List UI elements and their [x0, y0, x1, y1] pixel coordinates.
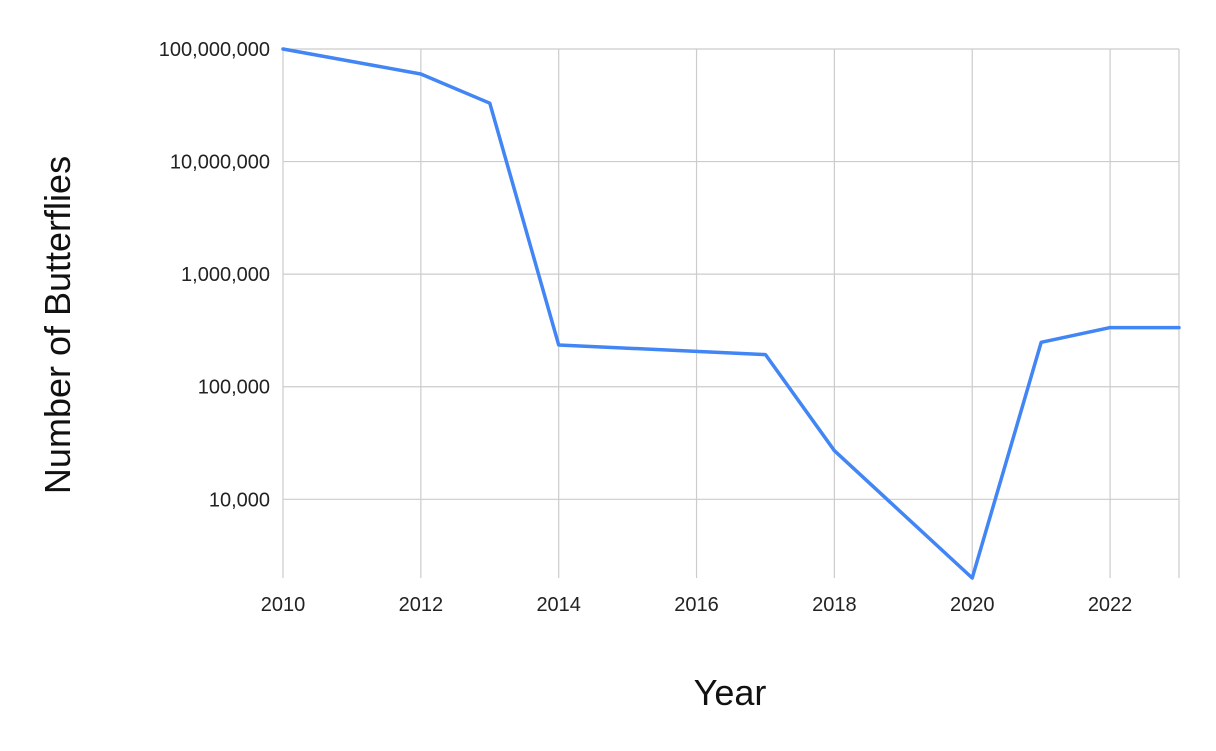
x-axis-title: Year	[694, 672, 767, 713]
series-line	[281, 47, 1181, 580]
x-tick-label: 2018	[812, 594, 857, 616]
x-tick-label: 2020	[950, 594, 995, 616]
series-layer	[281, 47, 1181, 580]
x-tick-label: 2012	[399, 594, 444, 616]
gridlines	[282, 48, 1180, 578]
x-tick-label: 2010	[261, 594, 306, 616]
y-axis-title: Number of Butterflies	[37, 156, 78, 494]
x-tick-label: 2014	[536, 594, 581, 616]
y-tick-label: 10,000	[209, 489, 270, 511]
x-tick-label: 2016	[674, 594, 719, 616]
y-tick-label: 1,000,000	[181, 264, 270, 286]
y-tick-label: 100,000,000	[159, 39, 270, 61]
tick-labels: 2010 2012 2014 2016 2018 2020 2022 10,000 100,00…	[159, 39, 1133, 616]
x-tick-label: 2022	[1088, 594, 1133, 616]
y-tick-label: 10,000,000	[170, 152, 270, 174]
y-tick-label: 100,000	[198, 377, 270, 399]
